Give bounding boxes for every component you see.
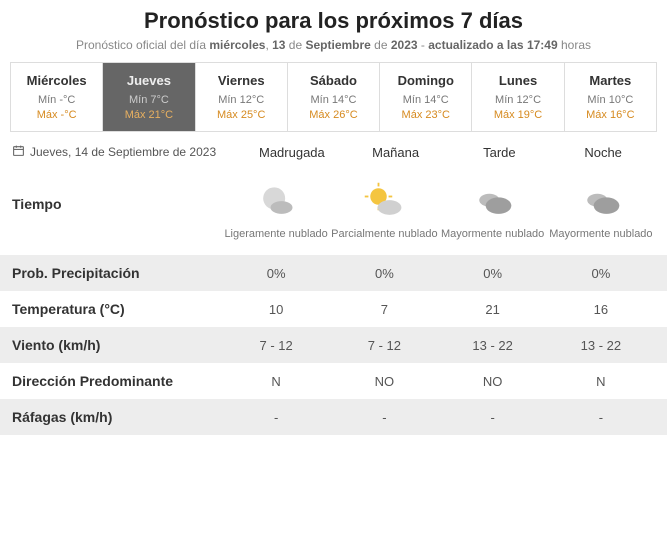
row-label: Temperatura (°C): [12, 301, 222, 317]
subtitle-prefix: Pronóstico oficial del día: [76, 38, 209, 52]
period-headers: MadrugadaMañanaTardeNoche: [240, 145, 655, 160]
day-tab-0[interactable]: Miércoles Mín -°C Máx -°C: [11, 63, 103, 131]
period-header: Madrugada: [240, 145, 344, 160]
subtitle-updlabel: actualizado a las: [428, 38, 527, 52]
tab-day: Domingo: [384, 73, 467, 88]
tab-day: Lunes: [476, 73, 559, 88]
data-row: Viento (km/h)7 - 127 - 1213 - 2213 - 22: [0, 327, 667, 363]
tab-max: Máx 21°C: [107, 109, 190, 121]
data-cell: 16: [547, 302, 655, 317]
tab-min: Mín 12°C: [200, 94, 283, 106]
day-tab-5[interactable]: Lunes Mín 12°C Máx 19°C: [472, 63, 564, 131]
tab-max: Máx 19°C: [476, 109, 559, 121]
subtitle-year: 2023: [391, 38, 418, 52]
data-cell: 21: [439, 302, 547, 317]
weather-desc: Mayormente nublado: [441, 228, 544, 241]
data-cell: 7 - 12: [222, 338, 330, 353]
subtitle-suffix: horas: [558, 38, 591, 52]
day-tabs: Miércoles Mín -°C Máx -°C Jueves Mín 7°C Máx …: [10, 62, 657, 132]
mostly-cloudy-icon: [471, 180, 515, 224]
lightly-cloudy-night-icon: [254, 180, 298, 224]
data-row: Ráfagas (km/h)----: [0, 399, 667, 435]
day-tab-1[interactable]: Jueves Mín 7°C Máx 21°C: [103, 63, 195, 131]
weather-cell: Parcialmente nublado: [330, 180, 438, 241]
data-cell: 0%: [439, 266, 547, 281]
page-title: Pronóstico para los próximos 7 días: [0, 0, 667, 38]
tab-max: Máx 23°C: [384, 109, 467, 121]
selected-date: Jueves, 14 de Septiembre de 2023: [30, 145, 240, 159]
sep: -: [418, 38, 429, 52]
data-cell: -: [330, 410, 438, 425]
row-label: Viento (km/h): [12, 337, 222, 353]
data-cell: N: [547, 374, 655, 389]
tab-day: Sábado: [292, 73, 375, 88]
sep: de: [371, 38, 391, 52]
data-cell: NO: [330, 374, 438, 389]
tab-day: Viernes: [200, 73, 283, 88]
data-cell: 13 - 22: [439, 338, 547, 353]
weather-desc: Parcialmente nublado: [331, 228, 437, 241]
data-cell: 0%: [547, 266, 655, 281]
subtitle-daynum: 13: [272, 38, 285, 52]
data-cell: 0%: [222, 266, 330, 281]
day-tab-6[interactable]: Martes Mín 10°C Máx 16°C: [565, 63, 656, 131]
mostly-cloudy-icon: [579, 180, 623, 224]
data-cell: 13 - 22: [547, 338, 655, 353]
data-cell: NO: [439, 374, 547, 389]
tab-max: Máx -°C: [15, 109, 98, 121]
partly-cloudy-day-icon: [362, 180, 406, 224]
data-cell: -: [222, 410, 330, 425]
tab-day: Miércoles: [15, 73, 98, 88]
tab-day: Martes: [569, 73, 652, 88]
data-cell: 10: [222, 302, 330, 317]
period-header: Mañana: [344, 145, 448, 160]
data-cell: -: [439, 410, 547, 425]
tab-min: Mín 10°C: [569, 94, 652, 106]
tab-max: Máx 25°C: [200, 109, 283, 121]
data-row: Dirección PredominanteNNONON: [0, 363, 667, 399]
weather-desc: Ligeramente nublado: [224, 228, 327, 241]
tab-min: Mín 12°C: [476, 94, 559, 106]
weather-desc: Mayormente nublado: [549, 228, 652, 241]
period-header: Tarde: [448, 145, 552, 160]
subtitle: Pronóstico oficial del día miércoles, 13…: [0, 38, 667, 62]
row-label: Ráfagas (km/h): [12, 409, 222, 425]
weather-cell: Mayormente nublado: [439, 180, 547, 241]
data-row: Temperatura (°C)1072116: [0, 291, 667, 327]
tab-min: Mín -°C: [15, 94, 98, 106]
row-label: Prob. Precipitación: [12, 265, 222, 281]
weather-row: Tiempo Ligeramente nublado Parcialmente n…: [0, 166, 667, 255]
weather-cell: Ligeramente nublado: [222, 180, 330, 241]
tab-min: Mín 14°C: [292, 94, 375, 106]
data-row: Prob. Precipitación0%0%0%0%: [0, 255, 667, 291]
day-tab-2[interactable]: Viernes Mín 12°C Máx 25°C: [196, 63, 288, 131]
subtitle-time: 17:49: [527, 38, 558, 52]
day-tab-4[interactable]: Domingo Mín 14°C Máx 23°C: [380, 63, 472, 131]
tab-max: Máx 16°C: [569, 109, 652, 121]
row-label-tiempo: Tiempo: [12, 180, 222, 212]
data-cell: 0%: [330, 266, 438, 281]
tab-min: Mín 14°C: [384, 94, 467, 106]
tab-max: Máx 26°C: [292, 109, 375, 121]
period-header: Noche: [551, 145, 655, 160]
tab-day: Jueves: [107, 73, 190, 88]
data-cell: N: [222, 374, 330, 389]
data-cell: 7 - 12: [330, 338, 438, 353]
subtitle-month: Septiembre: [305, 38, 370, 52]
sep: de: [285, 38, 305, 52]
row-label: Dirección Predominante: [12, 373, 222, 389]
data-cell: -: [547, 410, 655, 425]
weather-cell: Mayormente nublado: [547, 180, 655, 241]
date-row: Jueves, 14 de Septiembre de 2023 Madruga…: [0, 140, 667, 166]
subtitle-dayname: miércoles: [209, 38, 265, 52]
data-cell: 7: [330, 302, 438, 317]
tab-min: Mín 7°C: [107, 94, 190, 106]
day-tab-3[interactable]: Sábado Mín 14°C Máx 26°C: [288, 63, 380, 131]
calendar-icon: [12, 144, 25, 160]
